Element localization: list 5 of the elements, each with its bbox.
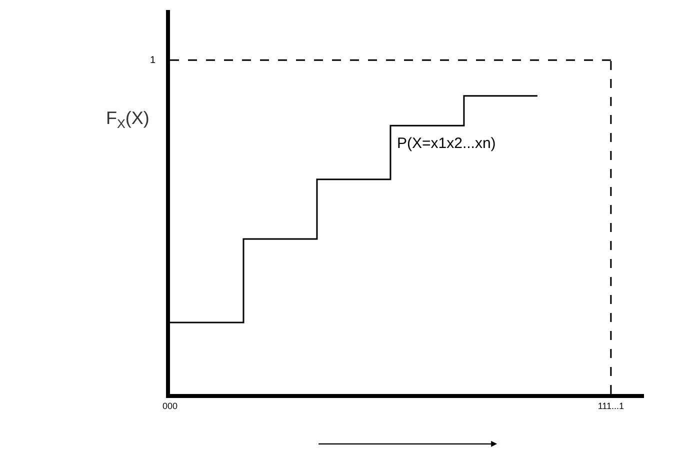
y-axis-title: F$_{X}$(X) bbox=[106, 108, 150, 131]
annotation: P(X=x1x2...xn) bbox=[397, 135, 496, 152]
x-tick-label: 111...1 bbox=[598, 400, 624, 411]
x-tick-label: 000 bbox=[162, 400, 178, 411]
ref-line-label: 1 bbox=[150, 55, 156, 66]
